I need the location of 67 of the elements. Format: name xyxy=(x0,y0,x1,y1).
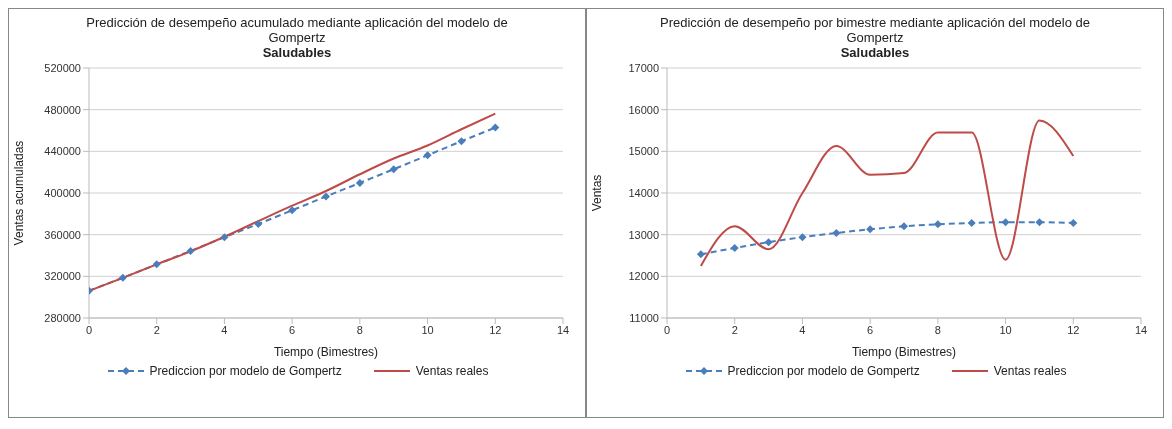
point xyxy=(457,137,466,146)
y-tick-label: 320000 xyxy=(44,270,81,283)
legend-label: Prediccion por modelo de Gompertz xyxy=(727,364,920,378)
point xyxy=(288,206,297,215)
point xyxy=(967,219,976,227)
chart-title: Predicción de desempeño acumulado mediante aplicación del modelo de Gompertz xyxy=(85,15,509,45)
point xyxy=(220,233,229,242)
chart-title: Predicción de desempeño por bimestre mediante aplicación del modelo de Gompertz xyxy=(659,15,1091,45)
y-tick-label: 480000 xyxy=(44,103,81,116)
x-tick-label: 10 xyxy=(421,323,434,336)
point xyxy=(696,250,705,259)
point xyxy=(186,246,195,255)
x-tick-label: 6 xyxy=(867,323,874,336)
point xyxy=(764,238,773,247)
y-tick-label: 280000 xyxy=(44,311,81,324)
x-tick-label: 0 xyxy=(663,323,671,336)
point xyxy=(1035,218,1044,227)
point xyxy=(1001,218,1010,227)
y-tick-label: 12000 xyxy=(628,270,659,283)
point xyxy=(933,220,942,229)
y-tick-label: 11000 xyxy=(629,311,659,324)
point xyxy=(1069,219,1078,227)
x-tick-label: 0 xyxy=(85,323,93,336)
point xyxy=(423,151,432,160)
x-tick-label: 6 xyxy=(289,323,296,336)
y-tick-label: 520000 xyxy=(44,61,81,74)
y-tick-label: 15000 xyxy=(628,145,659,158)
x-tick-label: 14 xyxy=(1134,323,1148,336)
point xyxy=(798,233,807,242)
point xyxy=(900,222,908,231)
x-tick-label: 2 xyxy=(731,323,738,336)
y-tick-label: 16000 xyxy=(628,103,659,116)
x-tick-label: 4 xyxy=(221,323,228,336)
point xyxy=(322,192,330,201)
chart-subtitle: Saludables xyxy=(839,45,911,60)
x-tick-label: 2 xyxy=(153,323,160,336)
point xyxy=(866,225,875,234)
y-tick-label: 13000 xyxy=(628,228,659,241)
x-tick-label: 4 xyxy=(799,323,806,336)
legend-label: Ventas reales xyxy=(993,364,1067,378)
y-tick-label: 440000 xyxy=(44,145,81,158)
x-axis-title: Tiempo (Bimestres) xyxy=(851,345,957,359)
legend-label: Prediccion por modelo de Gompertz xyxy=(149,364,342,378)
x-axis-title: Tiempo (Bimestres) xyxy=(273,345,379,359)
y-tick-label: 14000 xyxy=(628,186,659,199)
x-tick-label: 8 xyxy=(356,323,363,336)
point xyxy=(730,244,739,252)
x-tick-label: 8 xyxy=(934,323,941,336)
point xyxy=(491,123,500,132)
point xyxy=(389,165,398,174)
point xyxy=(152,260,161,269)
point xyxy=(832,229,841,237)
x-tick-label: 12 xyxy=(1067,323,1080,336)
x-tick-label: 14 xyxy=(556,323,570,336)
point xyxy=(118,273,127,282)
y-tick-label: 360000 xyxy=(44,228,81,241)
y-tick-label: 400000 xyxy=(44,186,81,199)
y-axis-title: Ventas xyxy=(590,174,605,212)
point xyxy=(254,219,263,228)
y-tick-label: 17000 xyxy=(628,61,659,74)
chart-subtitle: Saludables xyxy=(261,45,333,60)
line-series xyxy=(699,119,1075,267)
x-tick-label: 10 xyxy=(999,323,1012,336)
x-tick-label: 12 xyxy=(489,323,502,336)
legend-label: Ventas reales xyxy=(415,364,489,378)
y-axis-title: Ventas acumuladas xyxy=(12,140,27,246)
point xyxy=(355,178,364,187)
